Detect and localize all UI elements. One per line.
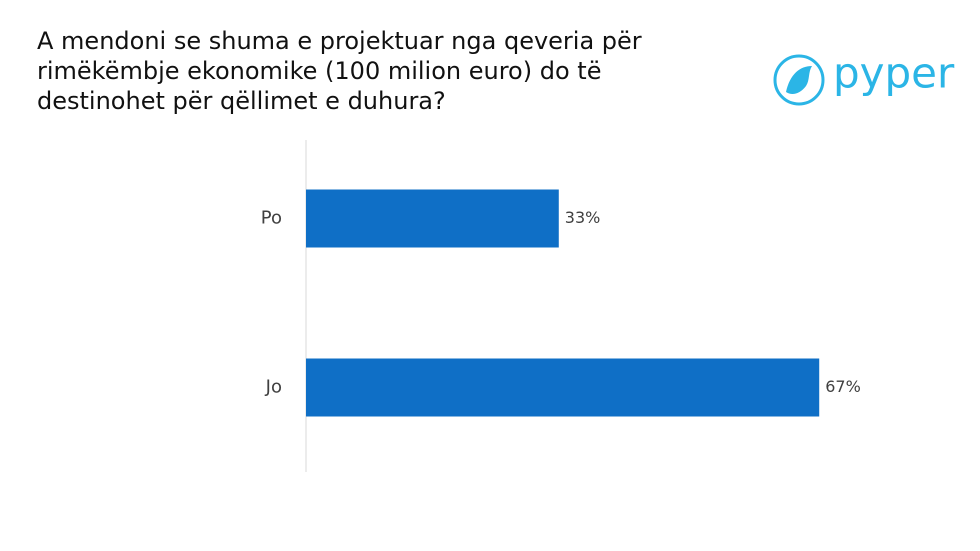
logo-bird — [786, 66, 812, 94]
logo-text: pyper — [833, 49, 955, 98]
logo: pyper — [773, 49, 955, 106]
value-label: 67% — [825, 377, 861, 396]
category-label: Jo — [265, 377, 282, 398]
logo-ring — [773, 54, 825, 106]
value-label: 33% — [565, 208, 601, 227]
bar — [306, 358, 820, 417]
category-label: Po — [261, 208, 282, 229]
bar — [306, 189, 559, 248]
chart-title: A mendoni se shuma e projektuar nga qeve… — [37, 27, 642, 115]
